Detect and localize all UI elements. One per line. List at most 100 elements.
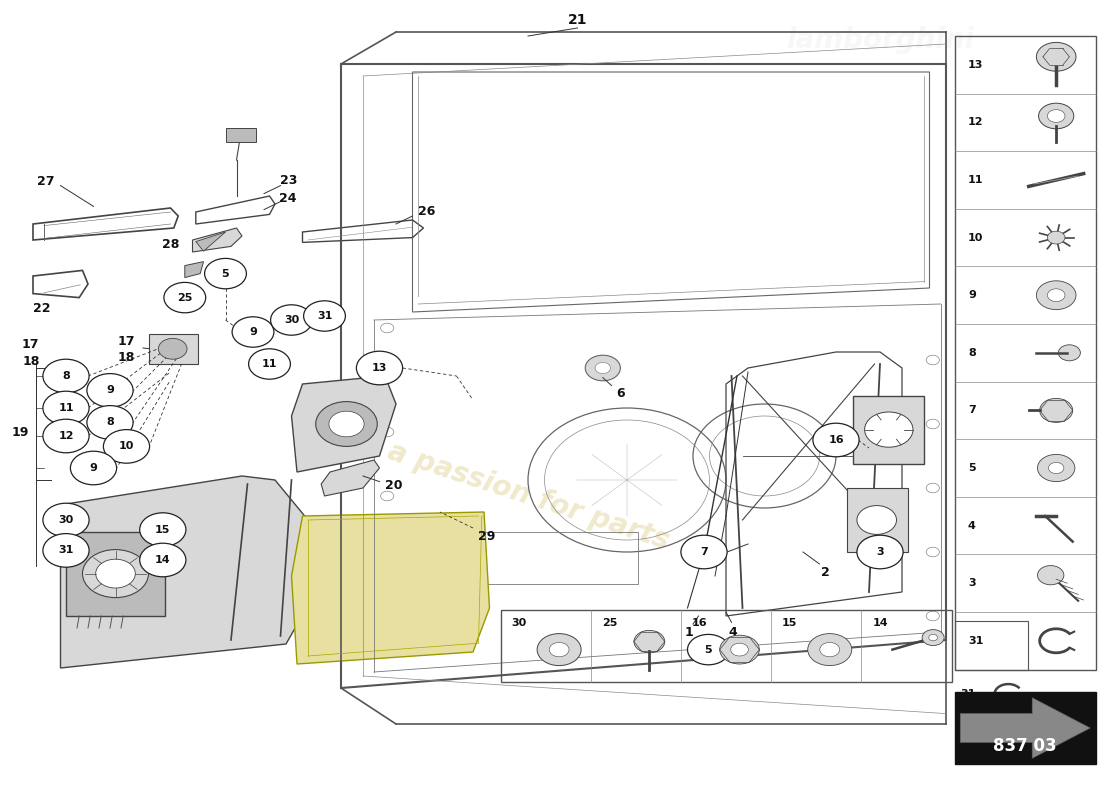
Text: 13: 13 [372,363,387,373]
Circle shape [730,643,748,656]
Polygon shape [192,228,242,252]
Text: 28: 28 [162,238,179,250]
Circle shape [96,559,135,588]
Circle shape [381,555,394,565]
Circle shape [43,391,89,425]
Bar [148,334,198,364]
Text: 18: 18 [22,355,40,368]
Text: 17: 17 [22,338,40,350]
Circle shape [249,349,290,379]
Circle shape [43,534,89,567]
Circle shape [356,351,403,385]
Bar [226,128,256,142]
Circle shape [681,535,727,569]
Circle shape [1036,42,1076,71]
Circle shape [719,635,759,664]
Text: 2: 2 [821,566,829,578]
Text: 30: 30 [58,515,74,525]
Circle shape [926,611,939,621]
Circle shape [1048,462,1064,474]
Text: 31: 31 [317,311,332,321]
Text: 30: 30 [284,315,299,325]
Polygon shape [292,376,396,472]
Text: 15: 15 [155,525,170,534]
Circle shape [926,355,939,365]
Circle shape [70,451,117,485]
Circle shape [381,491,394,501]
Text: 31: 31 [960,689,976,699]
Text: 4: 4 [968,521,976,530]
Circle shape [103,430,150,463]
Circle shape [926,483,939,493]
Text: 5: 5 [222,269,229,278]
Circle shape [857,535,903,569]
Circle shape [634,630,664,653]
Text: 12: 12 [58,431,74,441]
Text: 8: 8 [106,418,114,427]
Circle shape [1040,398,1072,422]
Polygon shape [321,460,380,496]
Circle shape [381,427,394,437]
Circle shape [329,411,364,437]
Circle shape [1058,345,1080,361]
Circle shape [857,506,896,534]
Text: 5: 5 [705,645,712,654]
Text: 3: 3 [968,578,976,588]
Text: 18: 18 [118,351,135,364]
Text: 3: 3 [877,547,883,557]
Circle shape [316,402,377,446]
Text: 12: 12 [968,118,983,127]
Text: 25: 25 [602,618,617,627]
Circle shape [1047,110,1065,122]
Circle shape [82,550,148,598]
Text: 8: 8 [968,348,976,358]
Circle shape [87,406,133,439]
Text: 13: 13 [968,60,983,70]
Bar [955,692,1096,764]
Circle shape [865,412,913,447]
Circle shape [381,363,394,373]
Circle shape [585,355,620,381]
Circle shape [304,301,345,331]
Text: 14: 14 [872,618,888,627]
Text: 8: 8 [62,371,70,381]
Text: 16: 16 [828,435,844,445]
Circle shape [1047,231,1065,244]
Circle shape [87,374,133,407]
Text: 11: 11 [968,175,983,185]
Bar [66,532,165,616]
Text: 7: 7 [968,406,976,415]
Circle shape [595,362,610,374]
Text: 1: 1 [684,626,693,638]
Circle shape [43,503,89,537]
Circle shape [43,419,89,453]
Bar [500,610,952,682]
Text: 9: 9 [249,327,257,337]
Circle shape [1036,281,1076,310]
Text: 22: 22 [33,302,51,315]
Bar [955,36,1096,670]
Polygon shape [185,262,204,278]
Text: 16: 16 [692,618,707,627]
Text: 30: 30 [512,618,527,627]
Bar [955,622,1028,670]
Circle shape [1038,103,1074,129]
Text: 24: 24 [279,192,297,205]
Circle shape [1037,454,1075,482]
Text: 9: 9 [106,386,114,395]
Text: 11: 11 [262,359,277,369]
Text: 837 03: 837 03 [993,737,1057,755]
Text: 9: 9 [968,290,976,300]
Circle shape [926,419,939,429]
Text: 9: 9 [89,463,98,473]
Circle shape [158,338,187,359]
Text: 10: 10 [968,233,983,242]
Text: 27: 27 [37,175,55,188]
Circle shape [140,513,186,546]
Bar [847,488,907,552]
Circle shape [381,619,394,629]
Polygon shape [960,698,1090,758]
Text: 17: 17 [118,335,135,348]
Text: 14: 14 [155,555,170,565]
Circle shape [232,317,274,347]
